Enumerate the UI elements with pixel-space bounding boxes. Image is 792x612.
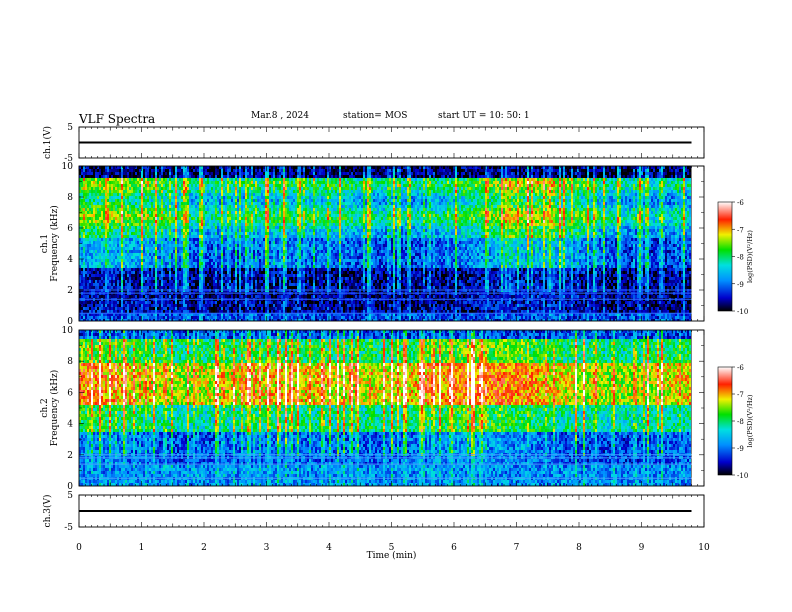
y-tick-label: -5	[64, 523, 73, 533]
start-time-label: start UT = 10: 50: 1	[438, 111, 530, 121]
y-tick-label: 4	[67, 255, 73, 265]
x-tick-label: 0	[76, 543, 82, 553]
y-tick-label: 2	[67, 451, 73, 461]
colorbar-tick-label: -10	[737, 308, 748, 316]
x-tick-label: 2	[201, 543, 207, 553]
y-tick-label: 10	[62, 162, 74, 172]
y-tick-label: 5	[67, 491, 73, 501]
date-label: Mar.8 , 2024	[251, 111, 309, 121]
colorbar-tick-label: -9	[737, 445, 744, 453]
x-axis-label: Time (min)	[367, 550, 417, 561]
y-tick-label: 5	[67, 123, 73, 133]
x-tick-label: 7	[514, 543, 520, 553]
colorbar-label: log(PSD)(V²/Hz)	[746, 394, 754, 447]
x-tick-label: 9	[639, 543, 645, 553]
colorbar	[717, 366, 733, 476]
x-tick-label: 6	[451, 543, 457, 553]
colorbar-tick-label: -6	[737, 199, 744, 207]
x-tick-label: 10	[698, 543, 710, 553]
colorbar-label: log(PSD)(V²/Hz)	[746, 230, 754, 283]
colorbar-tick-label: -7	[737, 391, 744, 399]
station-label: station= MOS	[343, 111, 407, 121]
x-tick-label: 4	[326, 543, 332, 553]
y-axis-label: ch.1(V)	[42, 126, 53, 159]
y-tick-label: 8	[67, 357, 73, 367]
y-tick-label: -5	[64, 154, 73, 164]
y-axis-label-channel: ch.2	[40, 398, 50, 417]
x-tick-label: 3	[264, 543, 270, 553]
colorbar-tick-label: -8	[737, 418, 744, 426]
y-axis-label: ch.3(V)	[42, 495, 53, 528]
y-tick-label: 6	[67, 388, 73, 398]
figure-title: VLF Spectra	[79, 112, 155, 126]
colorbar-tick-label: -8	[737, 254, 744, 262]
ch2-spectrogram-image	[79, 330, 704, 486]
y-axis-label-channel: ch.1	[40, 234, 50, 253]
colorbar-tick-label: -7	[737, 226, 744, 234]
y-tick-label: 6	[67, 224, 73, 234]
y-tick-label: 8	[67, 193, 73, 203]
colorbar-tick-label: -6	[737, 364, 744, 372]
colorbar-tick-label: -9	[737, 281, 744, 289]
y-axis-label-frequency: Frequency (kHz)	[49, 370, 60, 447]
y-tick-label: 0	[67, 482, 73, 492]
colorbar	[717, 201, 733, 312]
y-tick-label: 0	[67, 317, 73, 327]
y-tick-label: 4	[67, 420, 73, 430]
y-axis-label-frequency: Frequency (kHz)	[49, 205, 60, 282]
y-tick-label: 2	[67, 286, 73, 296]
x-tick-label: 5	[389, 543, 395, 553]
x-tick-label: 1	[139, 543, 145, 553]
ch1-spectrogram-image	[79, 166, 704, 321]
y-tick-label: 10	[62, 326, 74, 336]
colorbar-tick-label: -10	[737, 472, 748, 480]
x-tick-label: 8	[576, 543, 582, 553]
